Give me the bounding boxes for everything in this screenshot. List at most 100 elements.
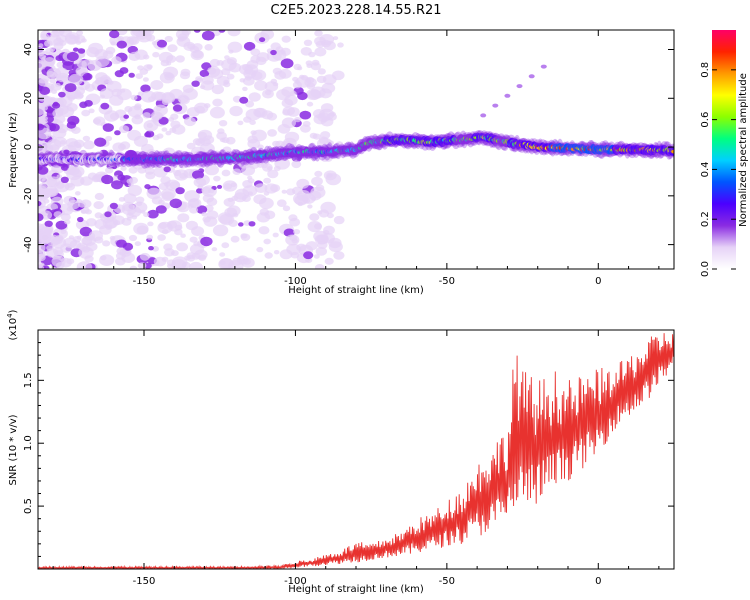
noise-speck (221, 58, 237, 71)
noise-speck (209, 58, 221, 67)
noise-speck (259, 37, 266, 43)
noise-speck (46, 248, 59, 258)
noise-speck (247, 135, 258, 144)
noise-speck (212, 224, 229, 237)
snr-x-axis: -150 -100 -50 0 (52, 330, 660, 587)
noise-speck (297, 91, 308, 101)
noise-speck (116, 88, 132, 101)
noise-speck (296, 178, 310, 189)
noise-speck (266, 112, 278, 121)
noise-speck (226, 73, 235, 80)
noise-speck (174, 228, 183, 236)
snr-panel: -150 -100 -50 0 0.5 1.0 1.5 Height of straigh… (6, 309, 675, 595)
noise-speck (202, 75, 214, 85)
noise-speck (250, 55, 261, 64)
colorbar-tick-label: 0.0 (700, 261, 711, 277)
noise-speck (156, 39, 167, 48)
noise-speck (157, 221, 173, 234)
noise-speck (316, 75, 327, 84)
noise-speck (281, 189, 287, 194)
noise-speck (239, 96, 249, 104)
noise-speck (317, 137, 333, 150)
noise-speck (167, 263, 174, 269)
x-tick-label: 0 (595, 576, 601, 587)
noise-speck (207, 67, 216, 74)
noise-speck (126, 178, 134, 184)
noise-speck (77, 216, 84, 223)
noise-speck (116, 239, 127, 248)
snr-marks (38, 331, 674, 569)
noise-speck (223, 183, 233, 190)
noise-speck (66, 51, 79, 62)
noise-speck (114, 130, 121, 136)
noise-speck (74, 191, 81, 196)
noise-speck (148, 96, 156, 102)
noise-speck (242, 86, 248, 92)
noise-speck (303, 39, 313, 46)
noise-speck (128, 72, 135, 78)
noise-speck (158, 117, 169, 125)
noise-speck (200, 236, 213, 247)
noise-speck (99, 254, 115, 266)
noise-speck (242, 185, 258, 197)
noise-speck (270, 42, 281, 51)
noise-speck (186, 142, 196, 150)
noise-speck (112, 142, 125, 152)
y-tick-label: -40 (23, 236, 34, 252)
noise-speck (313, 254, 320, 259)
noise-speck (217, 212, 233, 224)
noise-speck (291, 160, 302, 169)
noise-speck (40, 226, 52, 235)
noise-speck (163, 66, 179, 79)
noise-speck (171, 256, 188, 269)
noise-speck (304, 77, 317, 88)
noise-speck (111, 180, 123, 190)
noise-speck (195, 76, 203, 82)
noise-speck (144, 132, 152, 138)
noise-speck (38, 127, 52, 140)
noise-speck (247, 178, 255, 184)
noise-speck (211, 84, 224, 95)
noise-speck (164, 248, 175, 257)
noise-speck (323, 225, 335, 235)
noise-speck (282, 205, 291, 212)
x-tick-label: -50 (439, 576, 455, 587)
noise-speck (315, 247, 327, 256)
noise-speck (161, 127, 168, 132)
noise-speck (193, 241, 200, 247)
noise-speck (198, 131, 207, 139)
noise-speck (87, 60, 102, 71)
noise-speck (169, 127, 177, 133)
noise-speck (321, 233, 336, 244)
noise-speck (109, 30, 120, 39)
noise-speck (94, 192, 105, 201)
noise-speck (157, 234, 166, 241)
noise-speck (104, 211, 112, 218)
noise-speck (216, 184, 223, 189)
noise-speck (109, 235, 116, 241)
noise-speck (60, 164, 69, 171)
noise-speck (181, 30, 191, 36)
noise-speck (38, 123, 44, 131)
noise-speck (292, 156, 298, 161)
noise-speck (119, 125, 130, 133)
noise-speck (259, 208, 270, 216)
noise-speck (52, 101, 59, 107)
noise-speck (160, 59, 170, 67)
snr-y-scale-label: (x104) (6, 309, 19, 340)
noise-speck (131, 115, 144, 125)
noise-speck (135, 73, 143, 79)
noise-speck (198, 254, 207, 261)
noise-speck (102, 123, 114, 132)
noise-speck (228, 260, 244, 269)
noise-speck (62, 61, 75, 71)
noise-speck (332, 36, 339, 41)
noise-speck (270, 49, 277, 56)
noise-speck (76, 30, 84, 36)
noise-speck (42, 116, 48, 121)
noise-speck (242, 76, 255, 86)
noise-speck (292, 186, 303, 195)
noise-speck (105, 224, 113, 230)
noise-speck (93, 116, 106, 126)
noise-speck (64, 83, 77, 93)
